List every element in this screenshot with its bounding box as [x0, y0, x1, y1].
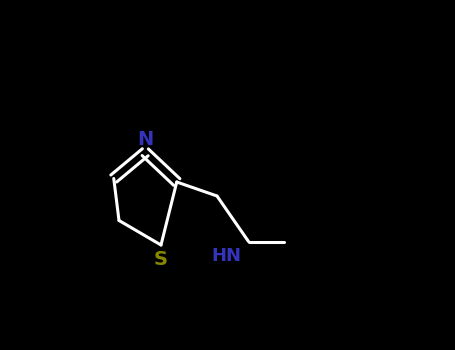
Text: N: N: [137, 130, 153, 149]
Text: HN: HN: [212, 247, 242, 265]
Text: S: S: [154, 250, 168, 269]
